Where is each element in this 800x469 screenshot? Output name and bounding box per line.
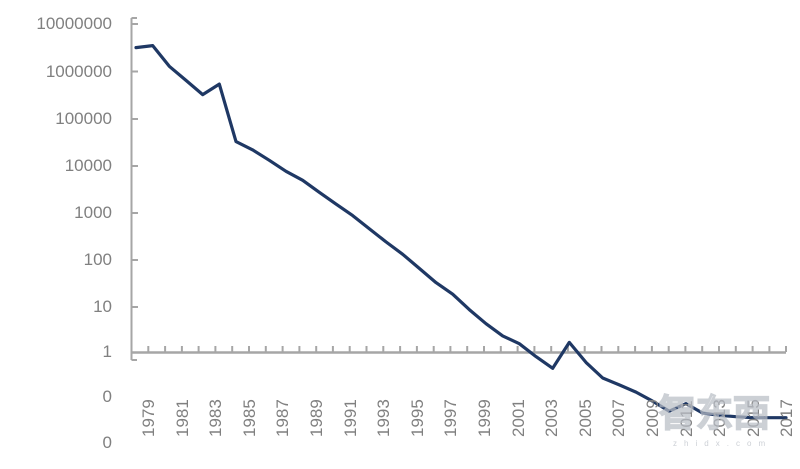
y-axis-tick-label: 10000 bbox=[64, 156, 112, 175]
x-axis-tick-label: 2017 bbox=[777, 399, 797, 437]
y-axis-tick-label: 1000000 bbox=[45, 62, 112, 81]
x-axis-tick-label: 2013 bbox=[710, 399, 730, 437]
y-axis-tick-label: 100 bbox=[83, 250, 112, 269]
data-series-line bbox=[134, 43, 788, 420]
x-axis-tick-label: 1981 bbox=[172, 399, 192, 437]
x-axis-tick-label: 2003 bbox=[542, 399, 562, 437]
x-axis-tick-label: 2015 bbox=[743, 399, 763, 437]
x-axis-tick-label: 2007 bbox=[609, 399, 629, 437]
x-axis-tick-label: 1995 bbox=[407, 399, 427, 437]
x-axis-tick-label: 1983 bbox=[206, 399, 226, 437]
x-axis-tick-label: 1993 bbox=[374, 399, 394, 437]
y-axis-tick-label: 0 bbox=[102, 387, 112, 406]
x-axis-tick-label: 2005 bbox=[575, 399, 595, 437]
y-axis-tick-label: 1 bbox=[102, 342, 112, 361]
y-axis-ticks bbox=[131, 23, 138, 308]
x-axis-tick-label: 2001 bbox=[508, 399, 528, 437]
x-axis-tick-label: 2009 bbox=[643, 399, 662, 437]
x-axis-tick-label: 1999 bbox=[475, 399, 494, 437]
x-axis-tick-label: 1989 bbox=[307, 399, 326, 437]
x-axis-tick-label: 1997 bbox=[441, 399, 461, 437]
y-axis-tick-label: 1000 bbox=[74, 203, 112, 222]
x-axis-ticks bbox=[147, 346, 787, 352]
y-axis-tick-label: 10000000 bbox=[36, 14, 112, 33]
y-axis-tick-label: 100000 bbox=[55, 109, 112, 128]
y-axis-tick-label: 10 bbox=[93, 297, 112, 316]
x-axis-tick-label: 1987 bbox=[273, 399, 293, 437]
y-axis-tick-label: 0 bbox=[102, 433, 112, 452]
x-axis-tick-label: 2011 bbox=[676, 400, 696, 437]
x-axis-tick-label: 1985 bbox=[239, 399, 259, 437]
x-axis-tick-label: 1979 bbox=[139, 399, 158, 437]
x-axis-tick-label: 1991 bbox=[340, 399, 360, 437]
